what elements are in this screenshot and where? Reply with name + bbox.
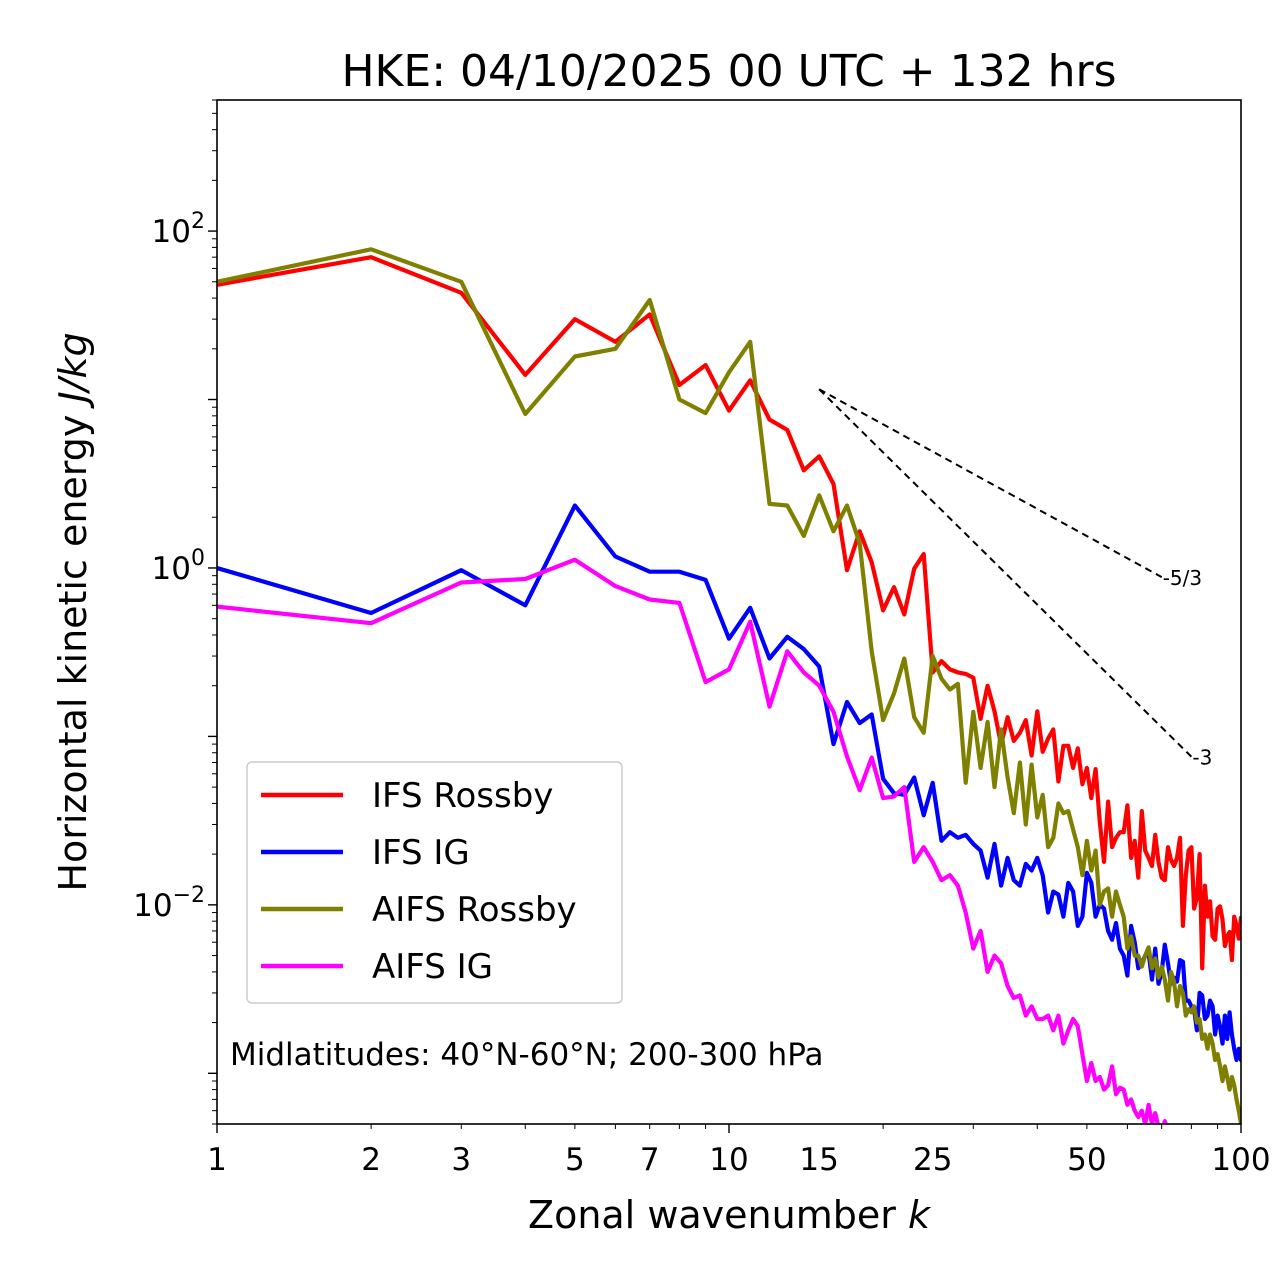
legend-label: AIFS Rossby: [372, 890, 577, 930]
y-tick-exponent: 2: [191, 209, 205, 234]
y-tick-base: 10: [133, 888, 172, 924]
series-line-aifs-ig: [217, 557, 1168, 1124]
region-annotation: Midlatitudes: 40°N-60°N; 200-300 hPa: [230, 1037, 824, 1073]
legend: IFS Rossby IFS IG AIFS Rossby AIFS IG: [246, 761, 623, 1004]
y-axis-unit: J/kg: [51, 332, 95, 409]
slope-label: -5/3: [1163, 566, 1202, 590]
legend-label: IFS Rossby: [372, 776, 553, 816]
y-tick-label: 10−2: [133, 883, 205, 924]
series-lines: [217, 247, 1241, 1124]
x-tick-label: 2: [361, 1142, 381, 1178]
x-axis-variable: k: [908, 1193, 932, 1237]
legend-box: [246, 761, 623, 1004]
x-tick-label: 7: [640, 1142, 660, 1178]
chart-title: HKE: 04/10/2025 00 UTC + 132 hrs: [341, 46, 1116, 97]
x-tick-label: 3: [451, 1142, 471, 1178]
reference-slopes: [818, 388, 1193, 758]
y-tick-label: 100: [152, 546, 205, 587]
x-tick-label: 5: [565, 1142, 585, 1178]
y-axis-label: Horizontal kinetic energy J/kg: [51, 332, 95, 891]
y-tick-base: 10: [152, 551, 191, 587]
y-axis-label-text: Horizontal kinetic energy: [51, 415, 95, 892]
series-line-aifs-rossby: [217, 247, 1241, 1124]
x-tick-label: 25: [913, 1142, 952, 1178]
series-line-ifs-ig: [217, 503, 1241, 1063]
y-tick-base: 10: [152, 214, 191, 250]
legend-label: IFS IG: [372, 833, 470, 873]
x-tick-label: 50: [1067, 1142, 1106, 1178]
slope-line: [818, 388, 1163, 578]
y-tick-exponent: 0: [191, 546, 205, 571]
y-tick-exponent: −2: [173, 883, 205, 908]
x-axis-label: Zonal wavenumber k: [528, 1193, 932, 1237]
x-tick-label: 1: [207, 1142, 227, 1178]
x-axis-label-text: Zonal wavenumber: [528, 1193, 896, 1237]
slope-line: [818, 388, 1193, 758]
slope-label: -3: [1192, 746, 1212, 770]
x-tick-label: 10: [709, 1142, 748, 1178]
legend-label: AIFS IG: [372, 947, 493, 987]
x-tick-label: 100: [1211, 1142, 1270, 1178]
x-axis-ticks: 1 2 3 5 7 10 15 25 50 100: [207, 1124, 1271, 1178]
x-tick-label: 15: [799, 1142, 838, 1178]
y-tick-label: 102: [152, 209, 205, 250]
series-line-ifs-rossby: [217, 255, 1241, 971]
